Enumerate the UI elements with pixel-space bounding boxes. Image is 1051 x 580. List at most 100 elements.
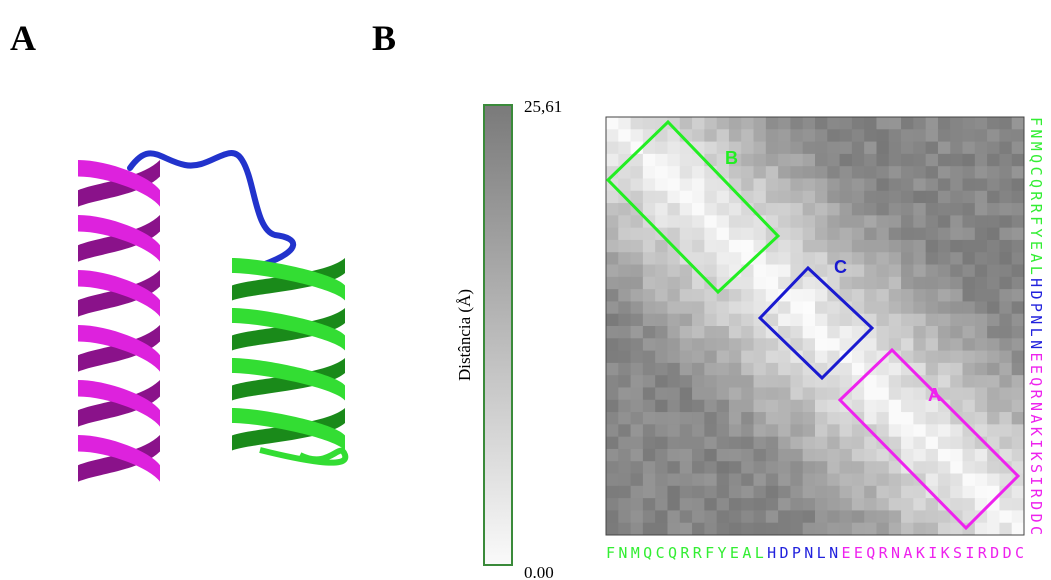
map-cell xyxy=(889,474,902,487)
map-cell xyxy=(938,461,951,474)
map-cell xyxy=(963,191,976,204)
map-cell xyxy=(631,486,644,499)
map-cell xyxy=(790,449,803,462)
map-cell xyxy=(704,424,717,437)
map-cell xyxy=(790,314,803,327)
colorbar-min: 0.00 xyxy=(524,563,554,580)
map-cell xyxy=(1012,375,1025,388)
map-cell xyxy=(876,240,889,253)
map-cell xyxy=(999,178,1012,191)
map-cell xyxy=(667,486,680,499)
map-cell xyxy=(618,228,631,241)
protein-structure xyxy=(78,153,345,482)
map-cell xyxy=(852,449,865,462)
map-cell xyxy=(827,314,840,327)
map-cell xyxy=(680,178,693,191)
sequence-segment: EEQRNAKIKSIRDDC xyxy=(1028,352,1046,535)
map-cell xyxy=(729,117,742,130)
map-cell xyxy=(754,437,767,450)
map-cell xyxy=(975,215,988,228)
map-cell xyxy=(913,215,926,228)
map-cell xyxy=(987,166,1000,179)
map-cell xyxy=(827,486,840,499)
map-cell xyxy=(803,117,816,130)
map-cell xyxy=(741,277,754,290)
map-cell xyxy=(692,461,705,474)
map-cell xyxy=(754,314,767,327)
map-cell xyxy=(1012,338,1025,351)
map-cell xyxy=(790,375,803,388)
map-cell xyxy=(667,474,680,487)
map-cell xyxy=(803,166,816,179)
map-cell xyxy=(864,461,877,474)
map-cell xyxy=(950,129,963,142)
map-cell xyxy=(754,400,767,413)
map-cell xyxy=(766,203,779,216)
map-cell xyxy=(864,314,877,327)
map-cell xyxy=(913,277,926,290)
map-cell xyxy=(803,178,816,191)
map-cell xyxy=(840,510,853,523)
map-cell xyxy=(729,510,742,523)
map-cell xyxy=(655,240,668,253)
map-cell xyxy=(950,437,963,450)
map-cell xyxy=(803,277,816,290)
map-cell xyxy=(889,240,902,253)
map-cell xyxy=(815,412,828,425)
map-cell xyxy=(840,412,853,425)
map-cell xyxy=(803,129,816,142)
map-cell xyxy=(631,129,644,142)
map-cell xyxy=(766,412,779,425)
map-cell xyxy=(815,510,828,523)
map-cell xyxy=(938,289,951,302)
map-cell xyxy=(901,314,914,327)
map-cell xyxy=(803,498,816,511)
map-cell xyxy=(717,240,730,253)
map-cell xyxy=(667,338,680,351)
map-cell xyxy=(741,486,754,499)
map-cell xyxy=(606,326,619,339)
map-cell xyxy=(889,338,902,351)
map-cell xyxy=(901,387,914,400)
map-cell xyxy=(766,437,779,450)
map-cell xyxy=(963,400,976,413)
map-cell xyxy=(938,338,951,351)
map-cell xyxy=(667,510,680,523)
map-cell xyxy=(643,117,656,130)
map-cell xyxy=(864,338,877,351)
map-cell xyxy=(741,363,754,376)
map-cell xyxy=(889,203,902,216)
map-cell xyxy=(864,265,877,278)
map-cell xyxy=(803,154,816,167)
map-cell xyxy=(704,117,717,130)
map-cell xyxy=(913,301,926,314)
map-cell xyxy=(655,424,668,437)
map-cell xyxy=(692,351,705,364)
map-cell xyxy=(803,437,816,450)
map-cell xyxy=(680,424,693,437)
map-cell xyxy=(889,191,902,204)
map-cell xyxy=(901,129,914,142)
map-cell xyxy=(950,449,963,462)
map-cell xyxy=(692,178,705,191)
map-cell xyxy=(864,129,877,142)
map-cell xyxy=(680,326,693,339)
map-cell xyxy=(840,166,853,179)
map-cell xyxy=(606,474,619,487)
map-cell xyxy=(790,363,803,376)
map-cell xyxy=(643,474,656,487)
map-cell xyxy=(913,437,926,450)
map-cell xyxy=(692,338,705,351)
map-cell xyxy=(987,178,1000,191)
map-cell xyxy=(606,461,619,474)
map-cell xyxy=(667,154,680,167)
map-cell xyxy=(889,265,902,278)
map-cell xyxy=(803,400,816,413)
map-cell xyxy=(717,437,730,450)
map-cell xyxy=(631,215,644,228)
map-cell xyxy=(643,486,656,499)
map-cell xyxy=(938,326,951,339)
map-cell xyxy=(631,449,644,462)
map-cell xyxy=(926,474,939,487)
map-cell xyxy=(889,412,902,425)
